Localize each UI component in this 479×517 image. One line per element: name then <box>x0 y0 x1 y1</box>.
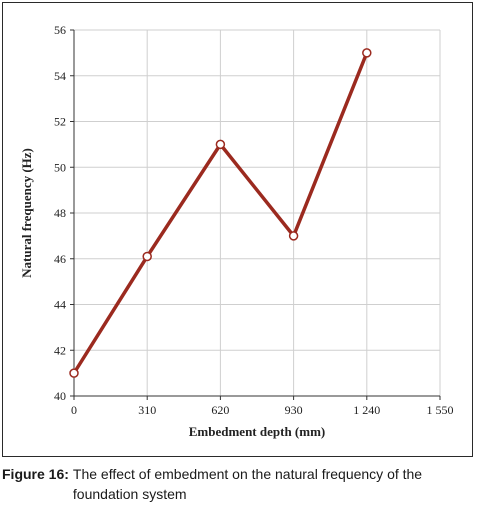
data-point <box>362 48 372 58</box>
caption-text: The effect of embedment on the natural f… <box>72 466 423 502</box>
grid <box>73 29 441 397</box>
y-axis-title: Natural frequency (Hz) <box>19 148 34 278</box>
data-point <box>69 368 79 378</box>
line-chart: 0 310 620 930 1 240 1 550 40 42 44 46 48 50 52 54 56 E… <box>19 23 454 439</box>
y-tick-label: 52 <box>54 115 66 129</box>
data-point <box>215 139 226 150</box>
chart-frame: 0 310 620 930 1 240 1 550 40 42 44 46 48 50 52 54 56 E… <box>2 2 473 457</box>
x-tick-label: 1 240 <box>353 403 380 417</box>
x-axis-title: Embedment depth (mm) <box>189 424 326 439</box>
y-tick-label: 46 <box>54 252 66 266</box>
axes: 0 310 620 930 1 240 1 550 40 42 44 46 48 50 52 54 56 <box>54 23 454 417</box>
data-point <box>288 231 299 241</box>
caption-label: Figure 16: <box>2 466 69 482</box>
x-tick-label: 1 550 <box>427 403 454 417</box>
y-tick-label: 50 <box>54 160 66 174</box>
y-tick-label: 44 <box>54 298 66 312</box>
y-tick-label: 40 <box>54 389 66 403</box>
x-tick-label: 0 <box>71 403 77 417</box>
figure-caption: Figure 16: The effect of embedment on th… <box>2 464 472 504</box>
y-tick-label: 48 <box>54 206 66 220</box>
y-tick-label: 56 <box>54 23 66 37</box>
y-tick-label: 42 <box>54 343 66 357</box>
series <box>69 48 372 378</box>
x-tick-label: 930 <box>285 403 303 417</box>
x-tick-label: 310 <box>138 403 156 417</box>
data-point <box>142 251 152 262</box>
x-tick-label: 620 <box>211 403 229 417</box>
y-tick-label: 54 <box>54 69 66 83</box>
